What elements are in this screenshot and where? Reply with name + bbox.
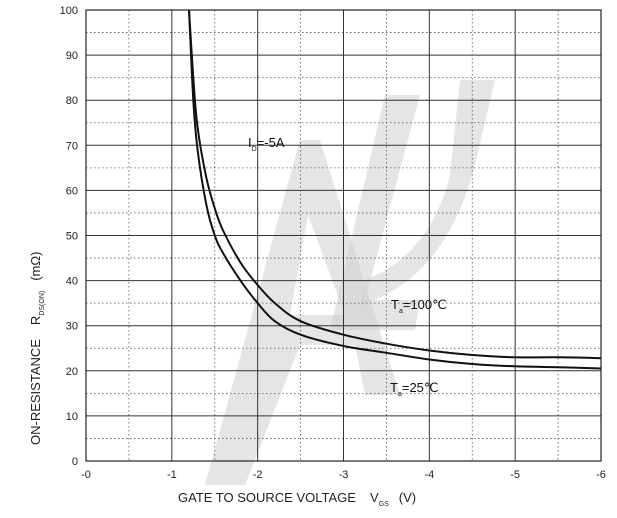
- chart-grid: [86, 9, 601, 462]
- series-line-ta-25: [188, 9, 602, 370]
- x-tick-label: -2: [253, 469, 263, 481]
- x-tick-label: -0: [81, 469, 91, 481]
- plot-border: [85, 9, 602, 462]
- y-tick-label: 90: [66, 50, 78, 62]
- y-axis-label: ON-RESISTANCERDS(ON)(mΩ): [28, 252, 46, 445]
- x-tick-label: -1: [167, 469, 177, 481]
- y-tick-label: 10: [66, 411, 78, 423]
- x-axis-label: GATE TO SOURCE VOLTAGE VGS (V): [178, 490, 416, 508]
- annotation-id: ID=-5A: [248, 135, 285, 153]
- x-tick-labels: -0 -1 -2 -3 -4 -5 -6: [81, 469, 606, 481]
- y-tick-label: 70: [66, 140, 78, 152]
- x-tick-label: -4: [424, 469, 434, 481]
- plot-area-frame: [85, 9, 602, 462]
- x-tick-label: -6: [596, 469, 606, 481]
- y-tick-label: 100: [60, 5, 78, 17]
- x-tick-label: -3: [339, 469, 349, 481]
- series-lines: [188, 9, 602, 370]
- y-tick-label: 50: [66, 231, 78, 243]
- y-tick-label: 0: [72, 456, 78, 468]
- x-tick-label: -5: [510, 469, 520, 481]
- y-tick-label: 30: [66, 321, 78, 333]
- annotation-ta-100: Ta=100℃: [391, 297, 447, 315]
- y-tick-label: 20: [66, 366, 78, 378]
- y-tick-label: 60: [66, 185, 78, 197]
- watermark-logo: [205, 80, 495, 485]
- y-tick-label: 40: [66, 276, 78, 288]
- annotation-ta-25: Ta=25℃: [390, 380, 439, 398]
- series-line-ta-100: [188, 9, 602, 360]
- y-tick-label: 80: [66, 95, 78, 107]
- y-tick-labels: 0 10 20 30 40 50 60 70 80 90 100: [60, 5, 78, 468]
